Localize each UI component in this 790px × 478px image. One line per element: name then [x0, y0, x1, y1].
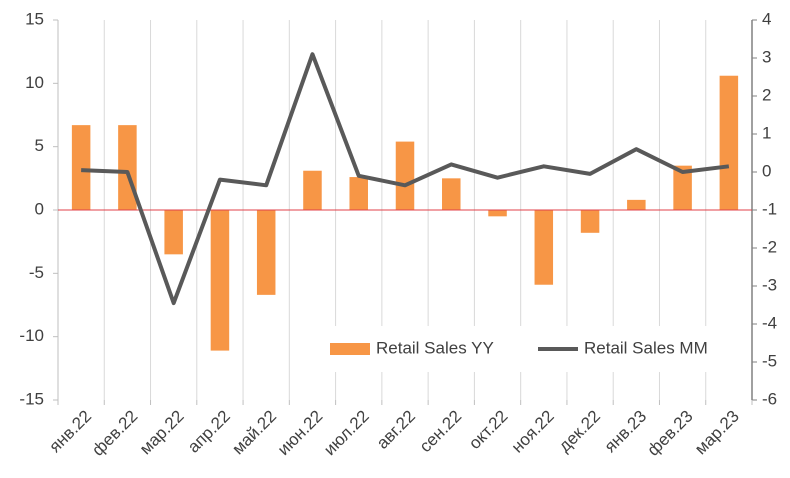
y-tick-label: 15	[25, 9, 44, 28]
y-tick-label: -10	[19, 326, 44, 345]
x-tick-label: фев.22	[88, 407, 141, 460]
x-tick-label: сен.22	[416, 407, 465, 456]
bar	[303, 170, 322, 210]
legend-box	[295, 326, 750, 372]
bar	[71, 125, 91, 210]
bar	[118, 125, 137, 210]
y-tick-label: -5	[29, 263, 44, 282]
line	[81, 52, 730, 306]
x-tick-label: янв.22	[45, 407, 95, 457]
y2-tick-label: -6	[762, 389, 777, 408]
x-tick-label: ноя.22	[508, 407, 558, 457]
y2-tick-label: 0	[762, 161, 771, 180]
y-tick-label: 10	[25, 73, 44, 92]
bar	[534, 210, 554, 285]
x-tick-label: дек.22	[555, 407, 604, 456]
x-tick-label: янв.23	[601, 407, 651, 457]
x-tick-label: окт.22	[465, 407, 511, 453]
y2-tick-label: 1	[762, 123, 771, 142]
bar	[627, 199, 646, 210]
y2-tick-label: -2	[762, 237, 777, 256]
x-tick-label: авг.22	[373, 407, 419, 453]
legend-swatch	[330, 343, 370, 355]
y2-tick-label: -5	[762, 351, 777, 370]
y2-tick-label: -1	[762, 199, 777, 218]
bar	[395, 141, 415, 210]
y2-tick-label: 3	[762, 47, 771, 66]
y-tick-label: 0	[35, 199, 44, 218]
y2-tick-label: 4	[762, 9, 771, 28]
y-tick-label: 5	[35, 136, 44, 155]
x-tick-label: апр.22	[184, 407, 234, 457]
x-tick-label: июл.22	[320, 407, 373, 460]
y2-tick-label: 2	[762, 85, 771, 104]
x-tick-label: май.22	[228, 407, 280, 459]
bar	[164, 210, 183, 255]
legend-label: Retail Sales YY	[376, 338, 494, 357]
x-tick-label: фев.23	[643, 407, 696, 460]
bar	[580, 210, 600, 233]
bar	[719, 75, 739, 210]
bar	[256, 210, 276, 295]
x-tick-label: мар.23	[691, 407, 743, 459]
bar	[673, 165, 692, 210]
y2-tick-label: -4	[762, 313, 777, 332]
bar	[488, 210, 507, 217]
legend-label: Retail Sales MM	[584, 338, 708, 357]
bar	[210, 210, 230, 351]
y2-tick-label: -3	[762, 275, 777, 294]
x-tick-label: июн.22	[274, 407, 327, 460]
bar	[349, 177, 368, 210]
x-tick-label: мар.22	[136, 407, 188, 459]
bar	[442, 178, 461, 210]
y-tick-label: -15	[19, 389, 44, 408]
